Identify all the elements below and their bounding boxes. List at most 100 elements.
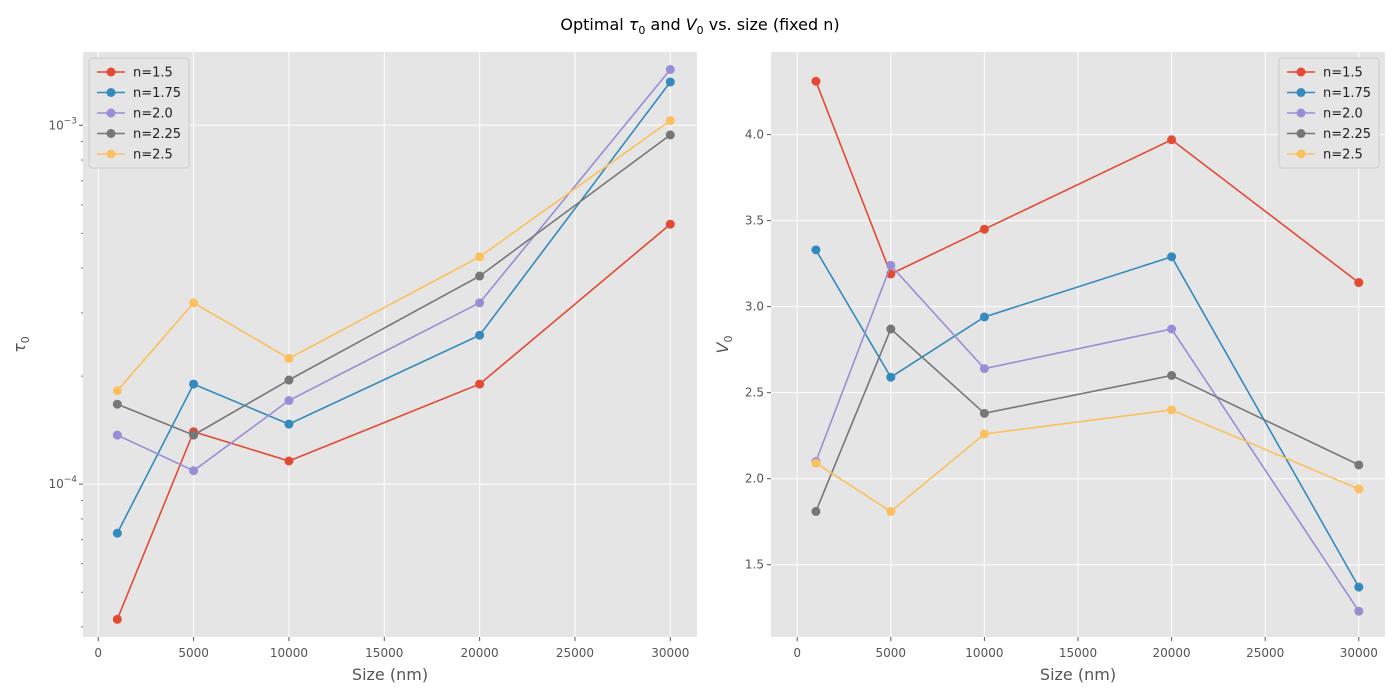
y-tick-exponent: −3 (64, 116, 77, 126)
title-part: vs. size (fixed n) (704, 15, 840, 34)
data-point-n=2.0 (112, 430, 122, 440)
data-point-n=1.5 (284, 456, 294, 466)
data-point-n=2.0 (886, 260, 896, 270)
title-tau-symbol: τ (629, 15, 639, 34)
data-point-n=2.25 (886, 324, 896, 334)
data-point-n=1.75 (811, 245, 821, 255)
data-point-n=1.5 (811, 76, 821, 86)
x-tick-label: 30000 (1340, 646, 1378, 660)
data-point-n=1.75 (1167, 252, 1177, 262)
y-tick-label: 10−4 (48, 475, 77, 491)
x-axis-label: Size (nm) (352, 665, 428, 684)
y-axis-label-subscript: 0 (19, 336, 32, 343)
y-tick-label: 2.0 (745, 472, 764, 486)
title-v-subscript: 0 (697, 24, 704, 37)
legend-label: n=1.5 (133, 66, 173, 81)
y-axis-label: τ0 (10, 336, 32, 353)
legend-label: n=1.75 (1323, 86, 1371, 101)
y-tick-label: 3.0 (745, 300, 764, 314)
legend-marker (106, 149, 116, 159)
data-point-n=1.5 (665, 219, 675, 229)
y-axis-label-symbol: V (713, 341, 732, 353)
x-tick-label: 15000 (365, 646, 403, 660)
data-point-n=2.5 (1167, 405, 1177, 415)
data-point-n=1.75 (284, 419, 294, 429)
x-tick-label: 30000 (651, 646, 689, 660)
x-tick-label: 0 (94, 646, 102, 660)
legend: n=1.5 n=1.75 n=2.0 n=2.25 n=2.5 (1278, 57, 1380, 169)
x-axis-label: Size (nm) (1040, 665, 1116, 684)
legend-marker (1296, 129, 1306, 138)
legend-label: n=2.5 (1323, 148, 1363, 163)
x-tick-label: 5000 (178, 646, 209, 660)
data-point-n=2.0 (284, 396, 294, 406)
data-point-n=2.5 (979, 429, 989, 439)
y-tick-exponent: −4 (64, 475, 78, 485)
data-point-n=2.25 (665, 130, 675, 140)
y-tick-label: 3.5 (745, 214, 764, 228)
voltage-panel: 0 5000 10000 15000 20000 25000 30000 1.5 2.0 2.5 3… (713, 52, 1385, 684)
data-point-n=2.0 (665, 65, 675, 75)
legend-box (1278, 57, 1380, 169)
title-tau-subscript: 0 (638, 24, 645, 37)
y-tick-label: 4.0 (745, 128, 764, 142)
x-tick-label: 5000 (876, 646, 907, 660)
legend-marker (106, 129, 116, 138)
data-point-n=1.75 (886, 372, 896, 382)
x-tick-label: 10000 (270, 646, 308, 660)
y-tick-label: 10−3 (48, 116, 77, 132)
data-point-n=2.0 (1354, 606, 1364, 616)
data-point-n=1.5 (475, 379, 485, 389)
y-axis-label: V0 (713, 336, 735, 354)
legend-marker (106, 67, 116, 77)
data-point-n=1.5 (1167, 135, 1177, 145)
legend-box (88, 57, 190, 169)
data-point-n=2.5 (811, 458, 821, 468)
x-tick-label: 0 (793, 646, 801, 660)
title-part: Optimal (560, 15, 628, 34)
tau-panel: 0 5000 10000 15000 20000 25000 3000010−410−3Si… (10, 52, 697, 684)
data-point-n=2.5 (1354, 484, 1364, 494)
legend-label: n=2.25 (1323, 127, 1371, 142)
data-point-n=2.25 (284, 375, 294, 385)
data-point-n=1.5 (1354, 278, 1364, 288)
data-point-n=2.25 (112, 399, 122, 409)
data-point-n=2.5 (886, 506, 896, 516)
x-tick-label: 10000 (965, 646, 1003, 660)
title-part: and (645, 15, 685, 34)
data-point-n=1.75 (475, 330, 485, 340)
data-point-n=2.25 (475, 271, 485, 281)
y-axis-label-symbol: τ (10, 343, 29, 353)
x-tick-label: 20000 (1153, 646, 1191, 660)
title-v-symbol: V (686, 15, 698, 34)
y-tick-label: 1.5 (745, 558, 764, 572)
data-point-n=1.75 (1354, 582, 1364, 592)
data-point-n=2.5 (665, 116, 675, 126)
data-point-n=1.75 (112, 528, 122, 538)
data-point-n=1.5 (979, 224, 989, 234)
data-point-n=2.0 (1167, 324, 1177, 334)
data-point-n=2.5 (475, 252, 485, 262)
y-tick-base: 10 (48, 118, 63, 132)
data-point-n=2.0 (189, 466, 199, 476)
x-tick-label: 25000 (1246, 646, 1284, 660)
legend-marker (106, 108, 116, 118)
data-point-n=1.75 (189, 379, 199, 389)
x-tick-label: 15000 (1059, 646, 1097, 660)
data-point-n=2.25 (189, 430, 199, 440)
data-point-n=2.5 (189, 298, 199, 308)
data-point-n=2.5 (112, 386, 122, 396)
data-point-n=2.0 (475, 298, 485, 308)
data-point-n=1.5 (112, 614, 122, 624)
legend-label: n=1.5 (1323, 66, 1363, 81)
data-point-n=1.75 (665, 77, 675, 87)
y-tick-label: 2.5 (745, 386, 764, 400)
x-tick-label: 25000 (556, 646, 594, 660)
legend-marker (1296, 67, 1306, 77)
y-tick-base: 10 (48, 477, 63, 491)
legend-label: n=1.75 (133, 86, 181, 101)
data-point-n=2.25 (979, 408, 989, 418)
legend-marker (1296, 88, 1306, 97)
legend-marker (1296, 149, 1306, 159)
legend-label: n=2.25 (133, 127, 181, 142)
